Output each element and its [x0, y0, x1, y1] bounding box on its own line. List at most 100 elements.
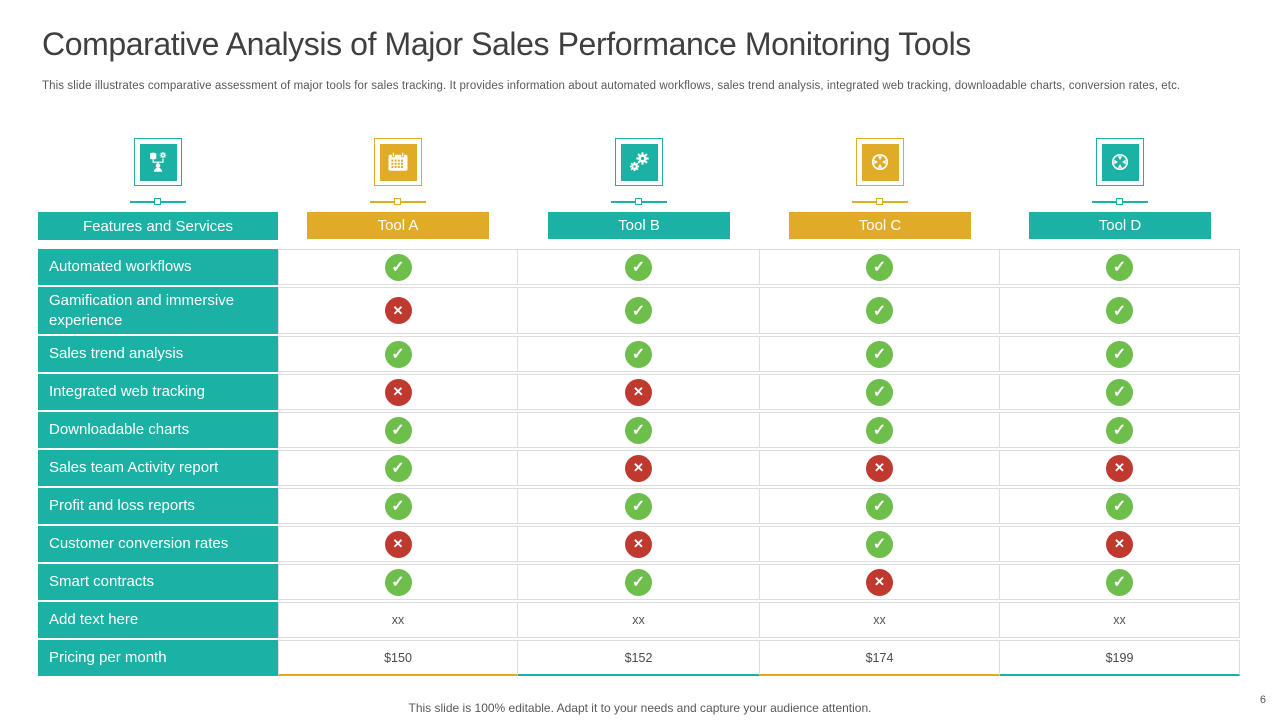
check-icon: ✓ — [1106, 253, 1133, 281]
availability-cell: ✓ — [760, 287, 1000, 334]
availability-cell: ✓ — [1000, 336, 1240, 372]
check-icon: ✓ — [384, 253, 412, 281]
table-row: Smart contracts ✓ ✓ ✕ ✓ — [38, 564, 1240, 600]
availability-cell: ✓ — [278, 488, 518, 524]
availability-cell: ✕ — [278, 374, 518, 410]
comparison-table: Features and Services — [38, 138, 1240, 676]
table-header: Features and Services — [38, 138, 1240, 240]
cross-icon: ✕ — [625, 530, 652, 558]
availability-cell: ✕ — [278, 287, 518, 334]
check-icon: ✓ — [1106, 416, 1133, 444]
check-icon: ✓ — [866, 253, 893, 281]
availability-cell: ✓ — [278, 564, 518, 600]
header-label-features: Features and Services — [38, 212, 278, 240]
availability-cell: ✓ — [518, 412, 760, 448]
column-header-tool-b: Tool B — [518, 138, 760, 240]
availability-cell: ✕ — [518, 374, 760, 410]
slider-handle — [1116, 198, 1123, 205]
slider-icon — [130, 198, 186, 206]
icon-tile — [620, 143, 658, 181]
target-icon — [1096, 138, 1144, 186]
availability-cell: ✓ — [1000, 249, 1240, 285]
slide-subtitle: This slide illustrates comparative asses… — [42, 80, 1181, 92]
cross-icon: ✕ — [1106, 454, 1133, 482]
availability-cell: ✓ — [518, 336, 760, 372]
table-row: Customer conversion rates ✕ ✕ ✓ ✕ — [38, 526, 1240, 562]
availability-cell: ✓ — [760, 249, 1000, 285]
availability-cell: ✕ — [518, 450, 760, 486]
availability-cell: ✕ — [760, 450, 1000, 486]
check-icon: ✓ — [384, 416, 412, 444]
slider-handle — [635, 198, 642, 205]
text-cell: $174 — [760, 640, 1000, 676]
gears-icon — [615, 138, 663, 186]
text-cell: xx — [1000, 602, 1240, 638]
availability-cell: ✕ — [278, 526, 518, 562]
check-icon: ✓ — [1106, 378, 1133, 406]
check-icon: ✓ — [1106, 340, 1133, 368]
header-label-tool-d: Tool D — [1029, 212, 1211, 239]
availability-cell: ✓ — [1000, 374, 1240, 410]
check-icon: ✓ — [625, 492, 652, 520]
table-row: Profit and loss reports ✓ ✓ ✓ ✓ — [38, 488, 1240, 524]
availability-cell: ✓ — [278, 412, 518, 448]
check-icon: ✓ — [866, 492, 893, 520]
feature-cell: Add text here — [38, 602, 278, 638]
feature-cell: Downloadable charts — [38, 412, 278, 448]
column-header-tool-c: Tool C — [760, 138, 1000, 240]
check-icon: ✓ — [866, 340, 893, 368]
feature-cell: Automated workflows — [38, 249, 278, 285]
feature-cell: Pricing per month — [38, 640, 278, 676]
check-icon: ✓ — [866, 378, 893, 406]
availability-cell: ✕ — [760, 564, 1000, 600]
column-header-tool-a: Tool A — [278, 138, 518, 240]
footer-note: This slide is 100% editable. Adapt it to… — [408, 701, 872, 715]
cross-icon: ✕ — [866, 568, 893, 596]
cross-icon: ✕ — [1106, 530, 1133, 558]
text-cell: $152 — [518, 640, 760, 676]
availability-cell: ✓ — [518, 488, 760, 524]
availability-cell: ✓ — [760, 488, 1000, 524]
text-cell: xx — [278, 602, 518, 638]
header-label-tool-b: Tool B — [548, 212, 730, 239]
feature-cell: Smart contracts — [38, 564, 278, 600]
check-icon: ✓ — [866, 416, 893, 444]
cross-icon: ✕ — [384, 530, 412, 558]
calendar-icon — [374, 138, 422, 186]
slider-icon — [1092, 198, 1148, 206]
table-row: Gamification and immersive experience ✕ ✓ ✓… — [38, 287, 1240, 334]
cross-icon: ✕ — [384, 297, 412, 324]
check-icon: ✓ — [1106, 568, 1133, 596]
availability-cell: ✓ — [518, 564, 760, 600]
availability-cell: ✓ — [1000, 412, 1240, 448]
data-workflow-icon — [134, 138, 182, 186]
check-icon: ✓ — [625, 253, 652, 281]
check-icon: ✓ — [384, 454, 412, 482]
check-icon: ✓ — [384, 568, 412, 596]
feature-cell: Sales team Activity report — [38, 450, 278, 486]
check-icon: ✓ — [384, 492, 412, 520]
check-icon: ✓ — [866, 297, 893, 324]
slider-icon — [852, 198, 908, 206]
feature-cell: Integrated web tracking — [38, 374, 278, 410]
table-row: Pricing per month $150 $152 $174 $199 — [38, 640, 1240, 676]
availability-cell: ✓ — [278, 249, 518, 285]
availability-cell: ✓ — [760, 526, 1000, 562]
icon-tile — [379, 143, 417, 181]
table-row: Downloadable charts ✓ ✓ ✓ ✓ — [38, 412, 1240, 448]
icon-tile — [139, 143, 177, 181]
table-row: Sales trend analysis ✓ ✓ ✓ ✓ — [38, 336, 1240, 372]
check-icon: ✓ — [625, 416, 652, 444]
table-rows: Automated workflows ✓ ✓ ✓ ✓ Gamification and … — [38, 249, 1240, 676]
cross-icon: ✕ — [866, 454, 893, 482]
target-icon — [856, 138, 904, 186]
availability-cell: ✓ — [518, 249, 760, 285]
table-row: Automated workflows ✓ ✓ ✓ ✓ — [38, 249, 1240, 285]
availability-cell: ✕ — [1000, 526, 1240, 562]
availability-cell: ✓ — [760, 412, 1000, 448]
text-cell: $199 — [1000, 640, 1240, 676]
slider-icon — [370, 198, 426, 206]
slider-handle — [876, 198, 883, 205]
feature-cell: Profit and loss reports — [38, 488, 278, 524]
